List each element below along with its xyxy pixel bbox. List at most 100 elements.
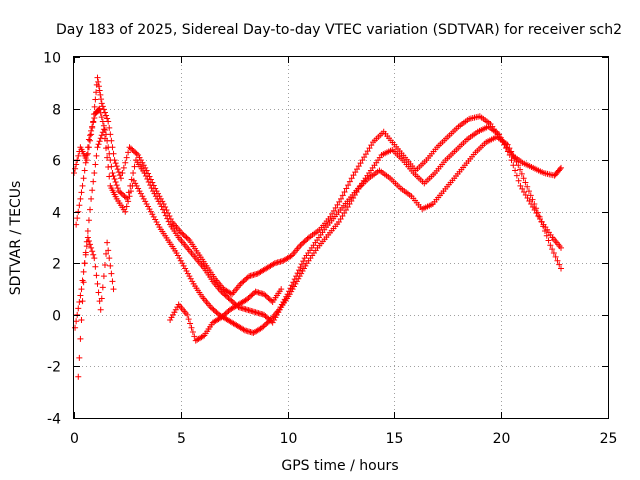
data-point-interp bbox=[77, 292, 84, 299]
data-point-interp bbox=[95, 141, 102, 148]
data-point bbox=[218, 288, 225, 295]
data-point-interp bbox=[155, 221, 162, 228]
data-point-interp bbox=[342, 206, 349, 213]
data-point-interp bbox=[85, 217, 92, 224]
data-point-interp bbox=[79, 298, 86, 305]
data-point-interp bbox=[336, 198, 343, 205]
data-point-interp bbox=[142, 198, 149, 205]
data-point-interp bbox=[527, 192, 534, 199]
data-point-interp bbox=[241, 277, 248, 284]
plot-frame bbox=[73, 56, 609, 419]
data-point-interp bbox=[93, 152, 100, 159]
data-point-interp bbox=[115, 169, 122, 176]
data-point-interp bbox=[337, 216, 344, 223]
data-point-interp bbox=[77, 335, 84, 342]
data-point-interp bbox=[98, 295, 105, 302]
data-point-interp bbox=[176, 255, 183, 262]
data-point-interp bbox=[91, 115, 98, 122]
data-point-interp bbox=[549, 246, 556, 253]
data-point bbox=[517, 182, 524, 189]
data-point-interp bbox=[129, 146, 136, 153]
data-point-interp bbox=[73, 161, 80, 168]
data-point bbox=[158, 203, 165, 210]
data-point-interp bbox=[184, 270, 191, 277]
data-point-interp bbox=[84, 228, 91, 235]
data-point-interp bbox=[137, 190, 144, 197]
data-point-interp bbox=[169, 311, 176, 318]
data-point-interp bbox=[346, 178, 353, 185]
data-point-interp bbox=[290, 279, 297, 286]
data-point-interp bbox=[152, 216, 159, 223]
data-point-interp bbox=[148, 185, 155, 192]
data-point-interp bbox=[120, 191, 127, 198]
data-point bbox=[117, 175, 124, 182]
data-point-interp bbox=[303, 237, 310, 244]
data-point-interp bbox=[554, 257, 561, 264]
data-point-interp bbox=[114, 166, 121, 173]
data-point-interp bbox=[87, 132, 94, 139]
data-point-interp bbox=[177, 257, 184, 264]
data-point bbox=[335, 219, 342, 226]
data-point bbox=[525, 188, 532, 195]
data-point-interp bbox=[180, 262, 187, 269]
data-point-interp bbox=[240, 326, 247, 333]
data-point bbox=[348, 175, 355, 182]
data-point-interp bbox=[140, 195, 147, 202]
data-point bbox=[79, 182, 86, 189]
y-axis-label: SDTVAR / TECUs bbox=[8, 181, 24, 296]
data-point-interp bbox=[112, 179, 119, 186]
data-point-interp bbox=[151, 190, 158, 197]
data-point-interp bbox=[88, 244, 95, 251]
data-point-interp bbox=[512, 167, 519, 174]
data-point bbox=[547, 242, 554, 249]
data-point-interp bbox=[298, 240, 305, 247]
data-point-interp bbox=[300, 265, 307, 272]
data-point-interp bbox=[130, 170, 137, 177]
data-point-interp bbox=[87, 241, 94, 248]
data-point-interp bbox=[522, 179, 529, 186]
data-point bbox=[226, 296, 233, 303]
data-point-interp bbox=[300, 239, 307, 246]
data-point-interp bbox=[515, 177, 522, 184]
data-point-interp bbox=[263, 320, 270, 327]
y-tick-label: 10 bbox=[43, 51, 61, 67]
data-point-interp bbox=[300, 258, 307, 265]
data-point-interp bbox=[99, 118, 106, 125]
data-point bbox=[207, 304, 214, 311]
data-point-interp bbox=[101, 135, 108, 142]
data-point-interp bbox=[524, 194, 531, 201]
data-point-interp bbox=[174, 252, 181, 259]
chart-title: Day 183 of 2025, Sidereal Day-to-day VTE… bbox=[56, 22, 622, 38]
data-point-interp bbox=[81, 260, 88, 267]
data-point-interp bbox=[92, 161, 99, 168]
data-point-interp bbox=[221, 311, 228, 318]
data-point-interp bbox=[93, 272, 100, 279]
data-point-interp bbox=[519, 185, 526, 192]
data-point-interp bbox=[125, 149, 132, 156]
data-point-interp bbox=[543, 232, 550, 239]
x-tick-label: 20 bbox=[493, 431, 511, 447]
data-point-interp bbox=[291, 276, 298, 283]
data-point-interp bbox=[552, 253, 559, 260]
data-point-interp bbox=[277, 304, 284, 311]
data-point-interp bbox=[99, 129, 106, 136]
data-point bbox=[94, 74, 101, 81]
data-point-interp bbox=[157, 200, 164, 207]
data-point-interp bbox=[540, 223, 547, 230]
data-point-interp bbox=[106, 150, 113, 157]
data-point bbox=[261, 311, 268, 318]
data-point-interp bbox=[278, 301, 285, 308]
data-point-interp bbox=[92, 96, 99, 103]
data-point-interp bbox=[89, 248, 96, 255]
data-point-interp bbox=[113, 163, 120, 170]
data-point bbox=[91, 255, 98, 262]
data-point-interp bbox=[283, 293, 290, 300]
data-point-interp bbox=[263, 314, 270, 321]
data-point-interp bbox=[105, 164, 112, 171]
data-point-interp bbox=[268, 297, 275, 304]
data-point bbox=[359, 157, 366, 164]
data-point-interp bbox=[529, 203, 536, 210]
data-point-interp bbox=[248, 292, 255, 299]
data-point-interp bbox=[80, 268, 87, 275]
data-point-interp bbox=[179, 230, 186, 237]
